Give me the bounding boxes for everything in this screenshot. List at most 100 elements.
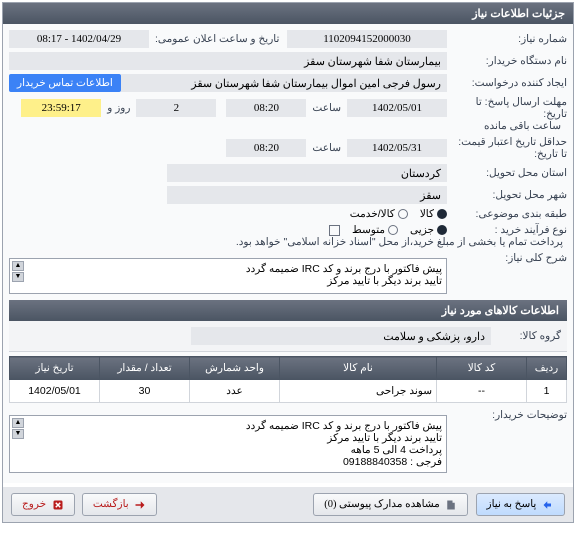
desc-line-1: پیش فاکتور با درج برند و کد IRC ضمیمه گر…	[28, 263, 442, 275]
exit-button[interactable]: خروج	[11, 493, 75, 516]
radio-goods[interactable]: کالا	[420, 208, 447, 220]
radio-medium[interactable]: متوسط	[352, 224, 398, 236]
panel-title: جزئیات اطلاعات نیاز	[3, 3, 573, 24]
pay-note: پرداخت تمام یا بخشی از مبلغ خرید،از محل …	[236, 236, 563, 248]
radio-service-label: کالا/خدمت	[350, 208, 395, 220]
pay-checkbox[interactable]	[329, 225, 340, 236]
buy-type-label: نوع فرآیند خرید :	[447, 224, 567, 236]
table-row[interactable]: 1 -- سوند جراحی عدد 30 1402/05/01	[10, 380, 567, 403]
radio-unselected-icon	[398, 209, 408, 219]
row-desc: شرح کلی نیاز: پیش فاکتور با درج برند و ک…	[9, 252, 567, 294]
time-label-1: ساعت	[306, 102, 347, 114]
cell-qty: 30	[100, 380, 190, 403]
attach-button[interactable]: مشاهده مدارک پیوستی (0)	[313, 493, 468, 516]
row-city: شهر محل تحویل:	[9, 186, 567, 204]
th-code: کد کالا	[437, 357, 527, 380]
days-input	[136, 99, 216, 117]
panel-body: شماره نیاز: تاریخ و ساعت اعلان عمومی: نا…	[3, 24, 573, 483]
radio-unselected-icon-2	[388, 225, 398, 235]
valid-time-input	[226, 139, 306, 157]
need-no-label: شماره نیاز:	[447, 33, 567, 45]
radio-selected-icon	[437, 209, 447, 219]
remain-label: ساعت باقی مانده	[478, 120, 567, 132]
note-l1: پیش فاکتور با درج برند و کد IRC ضمیمه گر…	[28, 420, 442, 432]
radio-minor[interactable]: جزیی	[410, 224, 447, 236]
footer-right: پاسخ به نیاز مشاهده مدارک پیوستی (0)	[311, 493, 567, 516]
row-deadline: مهلت ارسال پاسخ: تا تاریخ: ساعت روز و سا…	[9, 96, 567, 132]
footer-left: بازگشت خروج	[9, 493, 159, 516]
scroll-up-icon-2[interactable]: ▲	[12, 418, 24, 428]
note-l4: فرجی : 09188840358	[28, 456, 442, 468]
cell-name: سوند جراحی	[280, 380, 437, 403]
cell-unit: عدد	[190, 380, 280, 403]
note-l3: پرداخت 4 الی 5 ماهه	[28, 444, 442, 456]
province-input	[167, 164, 447, 182]
items-table: ردیف کد کالا نام کالا واحد شمارش تعداد /…	[9, 356, 567, 403]
scroll-up-icon[interactable]: ▲	[12, 261, 24, 271]
row-buyer: نام دستگاه خریدار:	[9, 52, 567, 70]
cell-date: 1402/05/01	[10, 380, 100, 403]
desc-label: شرح کلی نیاز:	[447, 252, 567, 264]
cell-row: 1	[527, 380, 567, 403]
need-no-input	[287, 30, 447, 48]
scroll-down-icon-2[interactable]: ▼	[12, 429, 24, 439]
deadline-date-input	[347, 99, 447, 117]
back-button[interactable]: بازگشت	[82, 493, 158, 516]
days-and-label: روز و	[101, 102, 136, 114]
deadline-time-input	[226, 99, 306, 117]
row-class: طبقه بندی موضوعی: کالا کالا/خدمت	[9, 208, 567, 220]
attach-button-label: مشاهده مدارک پیوستی (0)	[324, 499, 440, 510]
valid-date-input	[347, 139, 447, 157]
class-label: طبقه بندی موضوعی:	[447, 208, 567, 220]
contact-buyer-button[interactable]: اطلاعات تماس خریدار	[9, 74, 121, 92]
th-qty: تعداد / مقدار	[100, 357, 190, 380]
radio-selected-icon-2	[437, 225, 447, 235]
row-buyer-notes: توضیحات خریدار: پیش فاکتور با درج برند و…	[9, 409, 567, 473]
buyer-input	[9, 52, 447, 70]
items-section-title: اطلاعات کالاهای مورد نیاز	[9, 300, 567, 321]
row-group: گروه کالا:	[9, 321, 567, 352]
th-unit: واحد شمارش	[190, 357, 280, 380]
requester-input	[121, 74, 447, 92]
note-l2: تایید برند دیگر با تایید مرکز	[28, 432, 442, 444]
exit-button-label: خروج	[22, 499, 46, 510]
row-buy-type: نوع فرآیند خرید : جزیی متوسط پرداخت تمام…	[9, 224, 567, 248]
requester-label: ایجاد کننده درخواست:	[447, 77, 567, 89]
radio-medium-label: متوسط	[352, 224, 385, 236]
radio-service[interactable]: کالا/خدمت	[350, 208, 408, 220]
time-label-2: ساعت	[306, 142, 347, 154]
class-radio-group: کالا کالا/خدمت	[350, 208, 447, 220]
buy-type-radio-group: جزیی متوسط	[352, 224, 447, 236]
main-panel: جزئیات اطلاعات نیاز شماره نیاز: تاریخ و …	[2, 2, 574, 523]
row-province: استان محل تحویل:	[9, 164, 567, 182]
province-label: استان محل تحویل:	[447, 167, 567, 179]
buyer-notes-box: پیش فاکتور با درج برند و کد IRC ضمیمه گر…	[9, 415, 447, 473]
scroll-down-icon[interactable]: ▼	[12, 272, 24, 282]
footer-bar: پاسخ به نیاز مشاهده مدارک پیوستی (0) باز…	[3, 487, 573, 522]
table-body: 1 -- سوند جراحی عدد 30 1402/05/01	[10, 380, 567, 403]
attach-icon	[445, 499, 457, 511]
exit-icon	[52, 499, 64, 511]
row-requester: ایجاد کننده درخواست: اطلاعات تماس خریدار	[9, 74, 567, 92]
th-name: نام کالا	[280, 357, 437, 380]
desc-box: پیش فاکتور با درج برند و کد IRC ضمیمه گر…	[9, 258, 447, 294]
th-date: تاریخ نیاز	[10, 357, 100, 380]
reply-icon	[542, 499, 554, 511]
th-row: ردیف	[527, 357, 567, 380]
announce-input	[9, 30, 149, 48]
group-label: گروه کالا:	[491, 330, 561, 342]
buyer-label: نام دستگاه خریدار:	[447, 55, 567, 67]
cell-code: --	[437, 380, 527, 403]
table-header-row: ردیف کد کالا نام کالا واحد شمارش تعداد /…	[10, 357, 567, 380]
desc-scrollbar: ▲ ▼	[12, 261, 24, 282]
group-input	[191, 327, 491, 345]
buyer-notes-label: توضیحات خریدار:	[447, 409, 567, 421]
radio-minor-label: جزیی	[410, 224, 434, 236]
back-button-label: بازگشت	[93, 499, 129, 510]
city-input	[167, 186, 447, 204]
back-icon	[134, 499, 146, 511]
row-valid: حداقل تاریخ اعتبار قیمت: تا تاریخ: ساعت	[9, 136, 567, 160]
city-label: شهر محل تحویل:	[447, 189, 567, 201]
reply-button[interactable]: پاسخ به نیاز	[476, 493, 566, 516]
desc-line-2: تایید برند دیگر با تایید مرکز	[28, 275, 442, 287]
